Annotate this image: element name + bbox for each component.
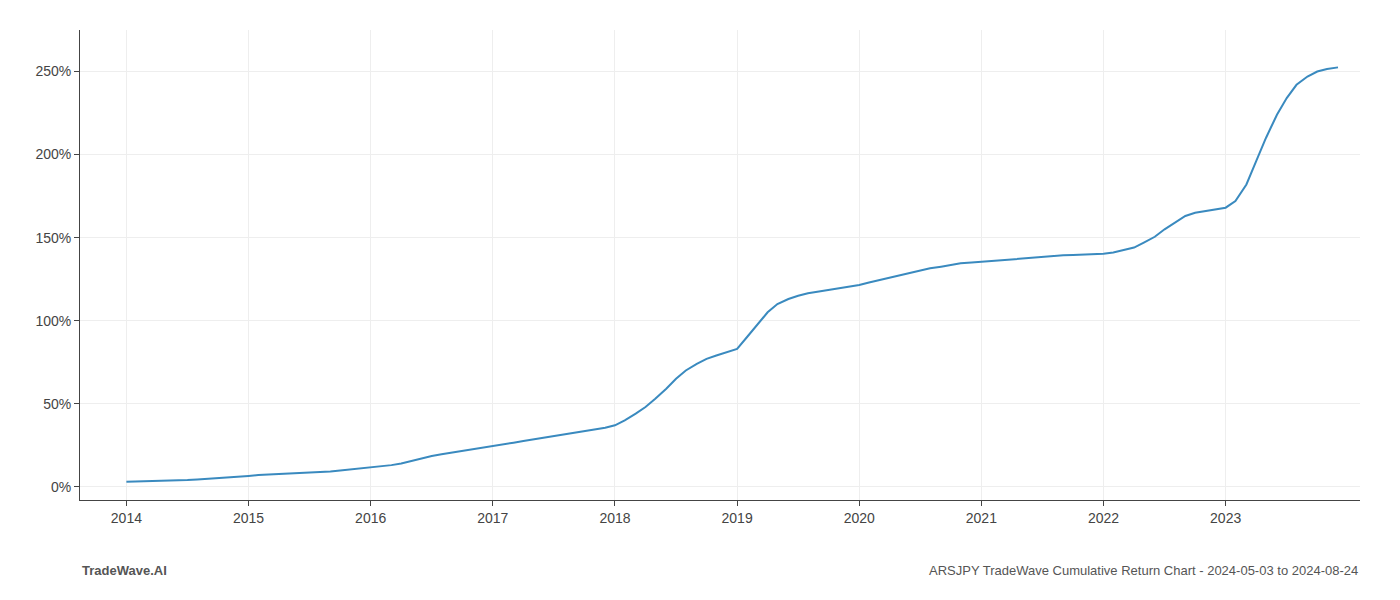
svg-text:100%: 100%: [35, 313, 71, 329]
svg-text:2019: 2019: [722, 510, 753, 526]
svg-text:2014: 2014: [111, 510, 142, 526]
svg-text:50%: 50%: [43, 396, 71, 412]
svg-text:2015: 2015: [233, 510, 264, 526]
svg-text:TradeWave.AI: TradeWave.AI: [82, 563, 167, 578]
svg-text:250%: 250%: [35, 63, 71, 79]
svg-text:2018: 2018: [599, 510, 630, 526]
svg-text:2022: 2022: [1088, 510, 1119, 526]
svg-text:200%: 200%: [35, 146, 71, 162]
svg-text:ARSJPY TradeWave Cumulative Re: ARSJPY TradeWave Cumulative Return Chart…: [929, 563, 1358, 578]
svg-text:2023: 2023: [1210, 510, 1241, 526]
svg-text:2016: 2016: [355, 510, 386, 526]
svg-text:2020: 2020: [844, 510, 875, 526]
svg-text:0%: 0%: [51, 479, 71, 495]
svg-text:2017: 2017: [477, 510, 508, 526]
svg-text:150%: 150%: [35, 230, 71, 246]
svg-text:2021: 2021: [966, 510, 997, 526]
